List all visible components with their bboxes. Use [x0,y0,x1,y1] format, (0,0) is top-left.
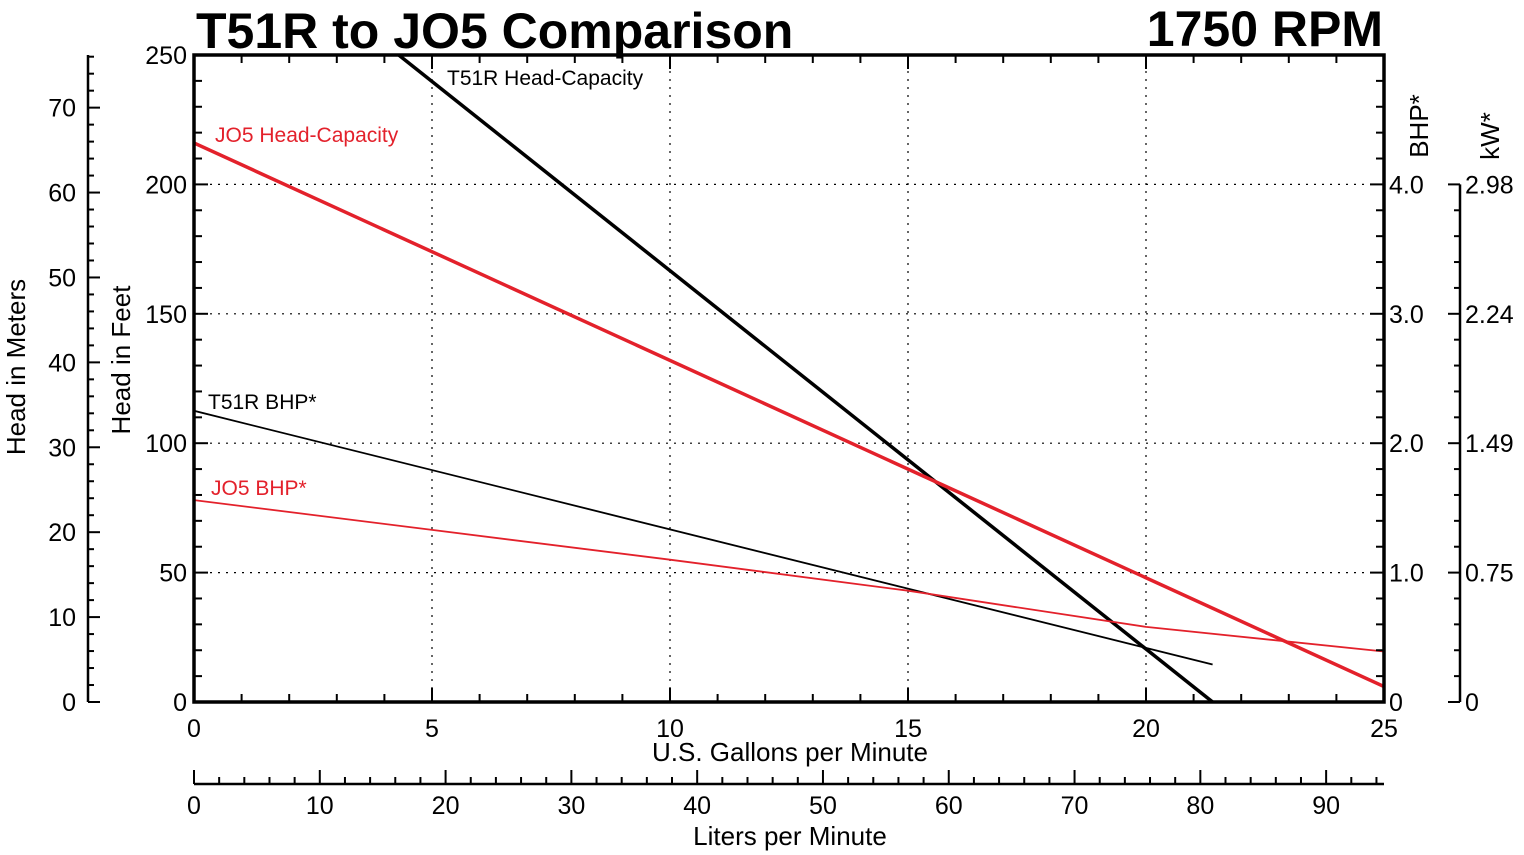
t51r-bhp-label: T51R BHP* [208,391,317,414]
jo5-bhp-line [194,499,1384,653]
jo5-head-capacity-line [194,141,1384,689]
y-axis-label-kw: kW* [1475,112,1505,160]
lpm-tick-label: 10 [306,792,334,820]
chart-subtitle-rpm: 1750 RPM [1147,1,1383,57]
y-feet-tick-label: 150 [145,301,187,329]
lpm-tick-label: 90 [1312,792,1340,820]
jo5-bhp-label: JO5 BHP* [211,477,307,500]
meters-tick-label: 40 [48,349,76,377]
bhp-tick-label: 0 [1389,689,1403,717]
meters-tick-label: 50 [48,264,76,292]
lpm-tick-label: 0 [187,792,201,820]
x-tick-label: 5 [425,715,439,743]
lpm-tick-label: 60 [935,792,963,820]
kw-tick-label: 1.49 [1465,430,1514,458]
x-tick-label: 10 [656,715,684,743]
y-feet-tick-label: 250 [145,42,187,70]
bhp-tick-label: 2.0 [1389,430,1424,458]
x-axis-label: U.S. Gallons per Minute [652,737,928,767]
meters-tick-label: 70 [48,95,76,123]
x-tick-label: 15 [894,715,922,743]
jo5-head-label: JO5 Head-Capacity [215,124,399,147]
kw-tick-label: 0.75 [1465,560,1514,588]
lpm-tick-label: 30 [557,792,585,820]
y-feet-tick-label: 100 [145,430,187,458]
t51r-bhp-line [194,409,1213,666]
y-axis-label-bhp: BHP* [1404,94,1434,158]
lpm-tick-label: 20 [432,792,460,820]
y-feet-tick-label: 50 [159,560,187,588]
chart-title: T51R to JO5 Comparison [196,3,793,59]
meters-tick-label: 60 [48,180,76,208]
lpm-tick-label: 50 [809,792,837,820]
meters-tick-label: 20 [48,519,76,547]
lpm-tick-label: 80 [1186,792,1214,820]
y-feet-tick-label: 0 [173,689,187,717]
y-axis-label-meters: Head in Meters [1,279,31,455]
bhp-tick-label: 4.0 [1389,171,1424,199]
plot-frame [192,53,1386,704]
x-tick-label: 20 [1132,715,1160,743]
meters-tick-label: 0 [62,689,76,717]
kw-tick-label: 2.98 [1465,171,1514,199]
meters-tick-label: 10 [48,604,76,632]
kw-tick-label: 0 [1465,689,1479,717]
t51r-head-label: T51R Head-Capacity [447,67,644,90]
x-axis-label-liters: Liters per Minute [693,821,887,851]
axes: 0 5 10 15 20 25050100150200250010203040506070… [48,42,1514,820]
bhp-tick-label: 3.0 [1389,301,1424,329]
kw-tick-label: 2.24 [1465,301,1514,329]
x-tick-label: 25 [1370,715,1398,743]
series-lines [194,55,1384,702]
lpm-tick-label: 70 [1061,792,1089,820]
x-tick-label: 0 [187,715,201,743]
t51r-head-capacity-line [397,55,1214,702]
meters-tick-label: 30 [48,434,76,462]
bhp-tick-label: 1.0 [1389,560,1424,588]
lpm-tick-label: 40 [683,792,711,820]
y-feet-tick-label: 200 [145,171,187,199]
y-axis-label-feet: Head in Feet [106,285,136,435]
